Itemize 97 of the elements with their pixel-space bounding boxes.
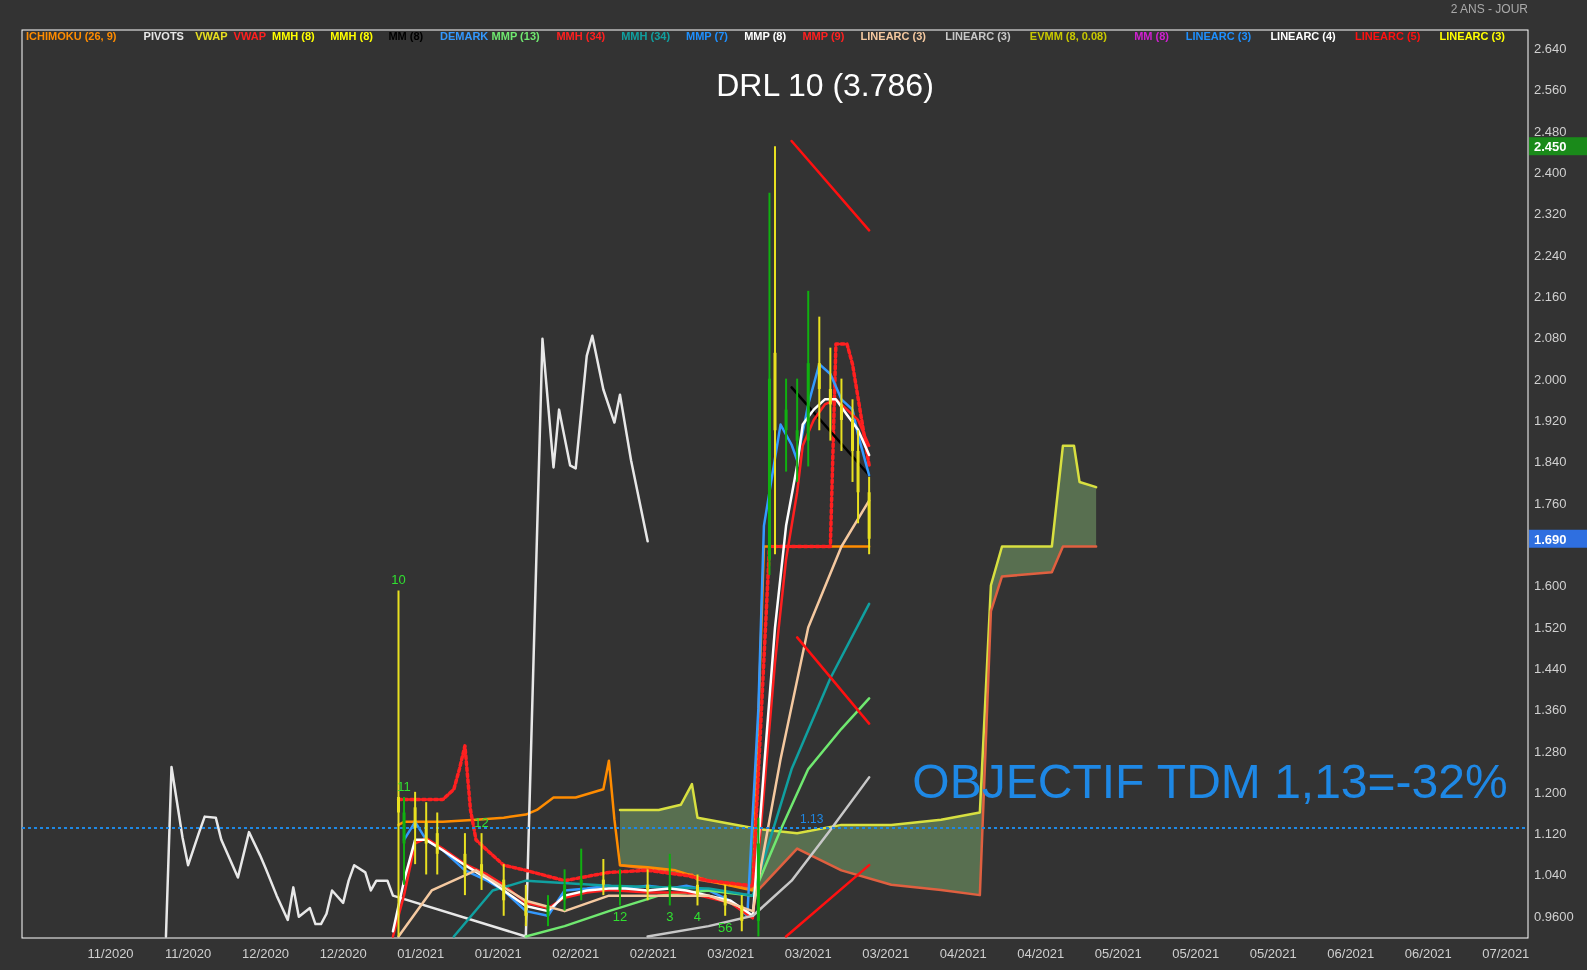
text: DEMARK <box>440 30 489 42</box>
text: VWAP <box>233 30 267 42</box>
legend-label: MMH (8) <box>272 30 316 42</box>
x-tick-label: 06/2021 <box>1404 946 1452 961</box>
candlestick <box>480 832 484 891</box>
legend-label: MM (8) <box>1134 30 1170 42</box>
candlestick <box>851 398 855 483</box>
y-tick-label: 2.320 <box>1534 206 1567 222</box>
candlestick <box>435 811 439 876</box>
y-tick-label: 2.400 <box>1534 165 1567 181</box>
x-tick-label: 12/2020 <box>319 946 367 961</box>
candlestick <box>839 377 843 452</box>
ref-line-label: 1.13 <box>800 811 824 826</box>
text: 2.450 <box>1534 139 1567 155</box>
y-tick-label: 1.440 <box>1534 660 1567 676</box>
candlestick <box>397 589 400 938</box>
text: 1.690 <box>1534 531 1567 547</box>
line-series <box>452 602 871 938</box>
annotation: 56 <box>717 919 733 935</box>
legend-label: MMH (8) <box>330 30 374 42</box>
y-tick-label: 2.160 <box>1534 289 1567 304</box>
text: MMH (34) <box>556 30 606 42</box>
x-tick-label: 12/2020 <box>242 946 290 961</box>
text: LINEARC (3) <box>945 30 1011 42</box>
text: LINEARC (5) <box>1355 30 1421 42</box>
annotation: 10 <box>391 572 406 588</box>
candlestick <box>828 346 832 442</box>
legend-label: MMP (7) <box>686 30 729 42</box>
y-tick-label: 2.480 <box>1534 123 1567 139</box>
text: MMP (8) <box>744 30 787 42</box>
annotation: 12 <box>612 909 628 925</box>
y-tick-label: 1.200 <box>1534 784 1567 800</box>
y-tick-label: 1.360 <box>1534 702 1567 718</box>
y-tick-label: 2.560 <box>1534 82 1567 98</box>
text: LINEARC (3) <box>860 30 927 42</box>
text: MMH (34) <box>621 30 671 42</box>
annotation: 4 <box>693 909 702 925</box>
line-series <box>164 334 649 938</box>
y-tick-label: 1.040 <box>1534 867 1567 883</box>
x-tick-label: 06/2021 <box>1327 946 1375 961</box>
x-tick-label: 03/2021 <box>784 946 832 961</box>
x-tick-label: 01/2021 <box>397 946 445 961</box>
x-tick-label: 02/2021 <box>552 946 600 961</box>
text: ICHIMOKU (26, 9) <box>26 30 117 42</box>
x-tick-label: 01/2021 <box>474 946 522 961</box>
x-tick-label: 03/2021 <box>707 946 755 961</box>
candlestick <box>723 883 727 917</box>
candlestick <box>646 868 650 902</box>
candlestick <box>524 883 528 928</box>
text: 2 ANS - JOUR <box>1450 2 1529 16</box>
x-tick-label: 04/2021 <box>939 946 987 961</box>
y-tick-label: 1.840 <box>1534 454 1567 470</box>
candlestick <box>413 790 417 866</box>
candlestick <box>563 868 567 912</box>
candlestick <box>740 894 744 933</box>
x-tick-label: 07/2021 <box>1482 946 1530 961</box>
y-tick-label: 1.520 <box>1534 619 1567 635</box>
candlestick <box>618 868 622 907</box>
text: PIVOTS <box>143 30 184 42</box>
legend-label: LINEARC (3) <box>1185 30 1252 42</box>
x-tick-label: 11/2020 <box>87 946 134 961</box>
candlestick <box>601 857 605 897</box>
candlestick <box>784 377 788 473</box>
x-tick-label: 02/2021 <box>629 946 677 961</box>
candlestick <box>668 852 672 907</box>
candlestick <box>695 873 699 907</box>
x-tick-label: 05/2021 <box>1094 946 1142 961</box>
x-tick-label: 04/2021 <box>1017 946 1065 961</box>
y-tick-label: 0.9600 <box>1534 908 1574 924</box>
candlestick <box>795 377 799 483</box>
legend-label: LINEARC (4) <box>1270 30 1337 42</box>
candlestick <box>546 894 550 928</box>
y-tick-label: 1.600 <box>1534 578 1567 594</box>
y-tick-label: 1.920 <box>1534 412 1567 428</box>
y-tick-label: 2.640 <box>1534 41 1567 57</box>
legend-label: EVMM (8, 0.08) <box>1029 30 1108 42</box>
x-tick-label: 11/2020 <box>165 946 212 961</box>
y-tick-label: 1.760 <box>1534 495 1567 511</box>
line-series <box>646 776 871 938</box>
text: VWAP <box>195 30 228 42</box>
legend-label: LINEARC (3) <box>1439 30 1506 42</box>
y-tick-label: 1.120 <box>1534 826 1567 842</box>
legend-label: MMP (9) <box>802 30 845 42</box>
text: DRL 10 (3.786) <box>716 67 934 103</box>
candlestick <box>579 847 583 902</box>
candlestick <box>424 801 428 876</box>
text: MMP (13) <box>491 30 541 42</box>
y-tick-label: 1.280 <box>1534 743 1567 759</box>
y-tick-label: 2.000 <box>1534 371 1567 387</box>
x-tick-label: 03/2021 <box>862 946 910 961</box>
x-tick-label: 05/2021 <box>1172 946 1220 961</box>
y-tick-label: 2.240 <box>1534 247 1567 263</box>
annotation: 3 <box>666 909 674 925</box>
x-tick-label: 05/2021 <box>1249 946 1297 961</box>
candlestick <box>463 832 467 897</box>
candlestick <box>502 863 506 917</box>
y-tick-label: 2.080 <box>1534 330 1567 346</box>
